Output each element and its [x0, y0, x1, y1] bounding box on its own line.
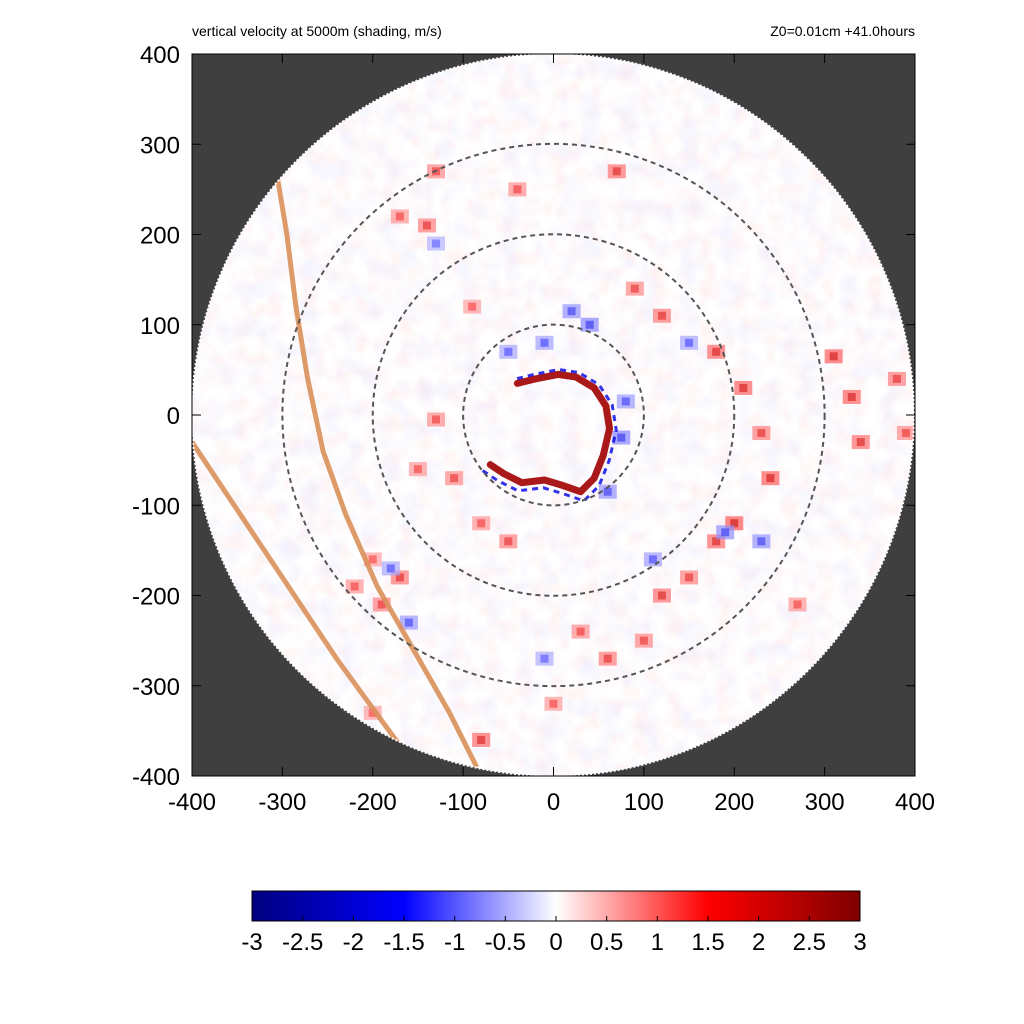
colorbar-tick-label: 0.5 [590, 929, 623, 956]
updraft-downdraft-cells [345, 164, 915, 747]
coastline [275, 179, 479, 769]
y-tick-label: 200 [140, 223, 180, 250]
velocity-cell-halo [896, 426, 915, 441]
y-tick-label: 300 [140, 132, 180, 159]
velocity-cell-halo [652, 588, 671, 603]
x-axis: -400 -300 -200 -100 0 100 200 300 400 [168, 54, 935, 816]
domain-area [191, 54, 915, 776]
velocity-cell-halo [562, 304, 581, 319]
colorbar-tick-label: 3 [853, 929, 866, 956]
y-tick-label: -400 [132, 764, 180, 791]
velocity-cell-halo [427, 236, 446, 251]
velocity-cell-halo [887, 371, 906, 386]
colorbar-tick-label: -3 [241, 929, 262, 956]
y-tick-label: -100 [132, 493, 180, 520]
velocity-cell-halo [508, 182, 527, 197]
y-tick-label: -200 [132, 584, 180, 611]
velocity-cell-halo [381, 561, 400, 576]
colorbar-ticks: -3 -2.5 -2 -1.5 -1 -0.5 0 0.5 1 1.5 2 2.5 3 [241, 916, 867, 956]
velocity-cell-halo [680, 335, 699, 350]
velocity-cell-halo [734, 380, 753, 395]
colorbar-tick-label: 2 [752, 929, 765, 956]
range-ring [371, 233, 736, 597]
velocity-cell-halo [824, 349, 843, 364]
range-rings [281, 142, 826, 688]
range-ring [462, 323, 645, 507]
velocity-cell-halo [761, 471, 780, 486]
velocity-cell-halo [851, 435, 870, 450]
coastline [191, 440, 411, 760]
x-tick-label: -300 [258, 789, 306, 816]
velocity-cell-halo [607, 164, 626, 179]
y-tick-label: -300 [132, 674, 180, 701]
velocity-cell-halo [445, 471, 464, 486]
velocity-cell-halo [752, 534, 771, 549]
velocity-cell-halo [427, 412, 446, 427]
velocity-cell-halo [499, 344, 518, 359]
eyewall-updraft [486, 370, 614, 496]
velocity-cell-halo [598, 484, 617, 499]
colorbar-tick-label: -2.5 [282, 929, 323, 956]
colorbar-tick-label: 0 [549, 929, 562, 956]
y-tick-label: 0 [167, 403, 180, 430]
velocity-cell-halo [499, 534, 518, 549]
x-tick-label: -400 [168, 789, 216, 816]
y-tick-label: 400 [140, 42, 180, 69]
velocity-cell-halo [707, 344, 726, 359]
velocity-cell-halo [408, 462, 427, 477]
colorbar-tick-label: -1.5 [383, 929, 424, 956]
velocity-cell-halo [634, 633, 653, 648]
velocity-cell-halo [680, 570, 699, 585]
colorbar-tick-label: 2.5 [793, 929, 826, 956]
x-tick-label: -100 [439, 789, 487, 816]
velocity-cell-halo [643, 552, 662, 567]
colorbar-tick-label: -0.5 [485, 929, 526, 956]
colorbar-tick-label: -2 [343, 929, 364, 956]
x-tick-label: 200 [714, 789, 754, 816]
y-tick-label: 100 [140, 313, 180, 340]
velocity-cell-halo [625, 281, 644, 296]
x-tick-label: 400 [895, 789, 935, 816]
velocity-cell-halo [571, 624, 590, 639]
velocity-cell-halo [544, 696, 563, 711]
velocity-cell-halo [472, 732, 491, 747]
x-tick-label: 0 [547, 789, 560, 816]
velocity-cell-halo [399, 615, 418, 630]
velocity-cell-halo [612, 430, 631, 445]
chart-title: vertical velocity at 5000m (shading, m/s… [192, 23, 442, 39]
chart-subtitle: Z0=0.01cm +41.0hours [770, 23, 915, 39]
velocity-cell-halo [752, 426, 771, 441]
velocity-cell-halo [390, 209, 409, 224]
velocity-cell-halo [535, 335, 554, 350]
y-axis: -400 -300 -200 -100 0 100 200 300 400 [132, 42, 915, 791]
velocity-cell-halo [616, 394, 635, 409]
velocity-cell-halo [842, 389, 861, 404]
velocity-cell-halo [652, 308, 671, 323]
eyewall-downdraft [481, 367, 618, 503]
velocity-cell-halo [788, 597, 807, 612]
velocity-cell-halo [463, 299, 482, 314]
velocity-cell-halo [598, 651, 617, 666]
velocity-cell-halo [472, 516, 491, 531]
x-tick-label: 100 [624, 789, 664, 816]
coastlines [191, 179, 479, 769]
velocity-cell-halo [716, 525, 735, 540]
velocity-cell-halo [417, 218, 436, 233]
velocity-cell-halo [535, 651, 554, 666]
noise-texture [192, 54, 915, 776]
colorbar-tick-label: 1.5 [691, 929, 724, 956]
range-ring [281, 142, 826, 688]
x-tick-label: 300 [805, 789, 845, 816]
colorbar-tick-label: 1 [651, 929, 664, 956]
velocity-cell-halo [580, 317, 599, 332]
velocity-cell-halo [345, 579, 364, 594]
x-tick-label: -200 [349, 789, 397, 816]
colorbar-tick-label: -1 [444, 929, 465, 956]
